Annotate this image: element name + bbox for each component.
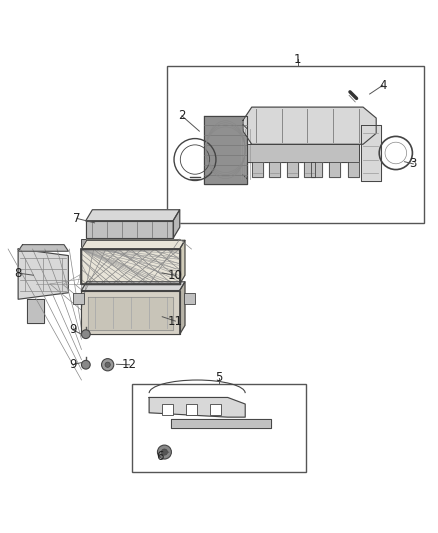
Polygon shape — [88, 297, 173, 330]
Polygon shape — [311, 161, 321, 177]
Polygon shape — [243, 125, 247, 179]
Polygon shape — [252, 161, 263, 177]
Polygon shape — [348, 161, 359, 177]
Circle shape — [102, 359, 114, 371]
Text: 1: 1 — [294, 53, 301, 66]
Bar — [162, 404, 173, 415]
Circle shape — [81, 330, 90, 338]
Text: 3: 3 — [410, 157, 417, 171]
Text: 5: 5 — [215, 372, 223, 384]
Text: 4: 4 — [379, 79, 386, 92]
Bar — [81, 239, 180, 247]
Polygon shape — [81, 290, 180, 334]
Text: 6: 6 — [156, 450, 164, 463]
Polygon shape — [86, 221, 173, 238]
Bar — [186, 404, 197, 415]
Bar — [132, 384, 306, 472]
Bar — [73, 293, 84, 304]
Polygon shape — [81, 240, 185, 249]
Polygon shape — [247, 144, 359, 161]
Text: 2: 2 — [178, 109, 186, 123]
Circle shape — [161, 449, 167, 455]
Polygon shape — [180, 282, 185, 334]
Polygon shape — [204, 116, 247, 183]
Circle shape — [81, 360, 90, 369]
Text: 10: 10 — [168, 269, 183, 282]
Text: 9: 9 — [69, 358, 77, 372]
Circle shape — [105, 362, 110, 367]
Text: 7: 7 — [73, 212, 81, 225]
Polygon shape — [329, 161, 340, 177]
Text: 8: 8 — [14, 266, 22, 279]
Text: 9: 9 — [69, 324, 77, 336]
Polygon shape — [180, 240, 185, 284]
Bar — [81, 249, 180, 284]
Text: 12: 12 — [122, 358, 137, 372]
Polygon shape — [18, 245, 68, 251]
Bar — [166, 66, 424, 223]
Bar — [81, 249, 180, 284]
Polygon shape — [269, 161, 280, 177]
Polygon shape — [361, 125, 381, 181]
Bar — [210, 404, 221, 415]
Polygon shape — [81, 249, 180, 284]
Polygon shape — [86, 210, 180, 221]
Polygon shape — [304, 161, 315, 177]
Circle shape — [157, 445, 171, 459]
Polygon shape — [27, 299, 44, 323]
Polygon shape — [243, 107, 376, 144]
Polygon shape — [287, 161, 297, 177]
Polygon shape — [81, 282, 185, 290]
Polygon shape — [149, 398, 245, 417]
Polygon shape — [171, 419, 272, 428]
Bar — [184, 293, 195, 304]
Polygon shape — [18, 249, 68, 299]
Polygon shape — [173, 210, 180, 238]
Text: 11: 11 — [168, 314, 183, 328]
